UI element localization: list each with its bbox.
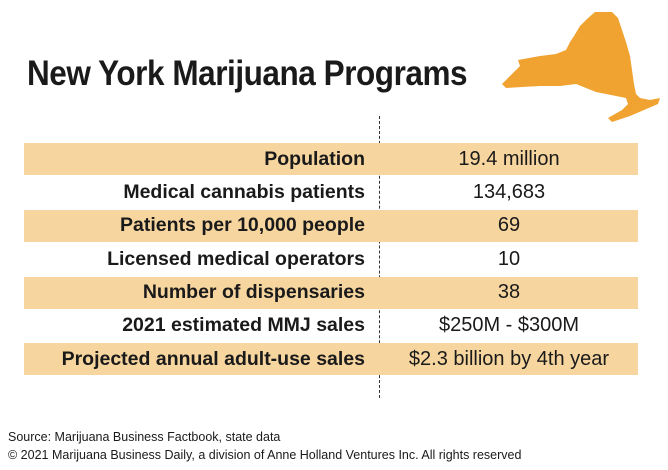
row-value: 134,683 <box>472 180 546 203</box>
table-row: Population 19.4 million <box>24 143 638 175</box>
row-value: 69 <box>497 214 521 237</box>
table-row: Patients per 10,000 people 69 <box>24 209 638 242</box>
row-value: 10 <box>497 247 521 270</box>
row-label: Number of dispensaries <box>142 281 365 304</box>
table-row: Number of dispensaries 38 <box>24 276 638 309</box>
table-row: Licensed medical operators 10 <box>24 243 638 275</box>
row-label: 2021 estimated MMJ sales <box>122 314 365 337</box>
source-note: Source: Marijuana Business Factbook, sta… <box>8 430 281 444</box>
row-value: $250M - $300M <box>438 314 580 337</box>
table-row: 2021 estimated MMJ sales $250M - $300M <box>24 310 638 342</box>
row-label: Licensed medical operators <box>107 247 365 270</box>
table-row: Projected annual adult-use sales $2.3 bi… <box>24 343 638 376</box>
table-row: Medical cannabis patients 134,683 <box>24 176 638 208</box>
row-label: Patients per 10,000 people <box>120 214 365 237</box>
copyright-note: © 2021 Marijuana Business Daily, a divis… <box>8 448 522 462</box>
row-label: Population <box>264 147 365 170</box>
row-label: Medical cannabis patients <box>123 180 365 203</box>
row-value: $2.3 billion by 4th year <box>408 347 610 370</box>
row-value: 38 <box>497 281 521 304</box>
row-value: 19.4 million <box>458 147 560 170</box>
chart-title: New York Marijuana Programs <box>27 54 468 93</box>
column-divider <box>379 116 380 398</box>
data-table: Population 19.4 million Medical cannabis… <box>24 143 638 377</box>
row-label: Projected annual adult-use sales <box>61 347 365 370</box>
new-york-state-map-icon <box>502 12 660 122</box>
new-york-state-shape <box>502 12 660 122</box>
